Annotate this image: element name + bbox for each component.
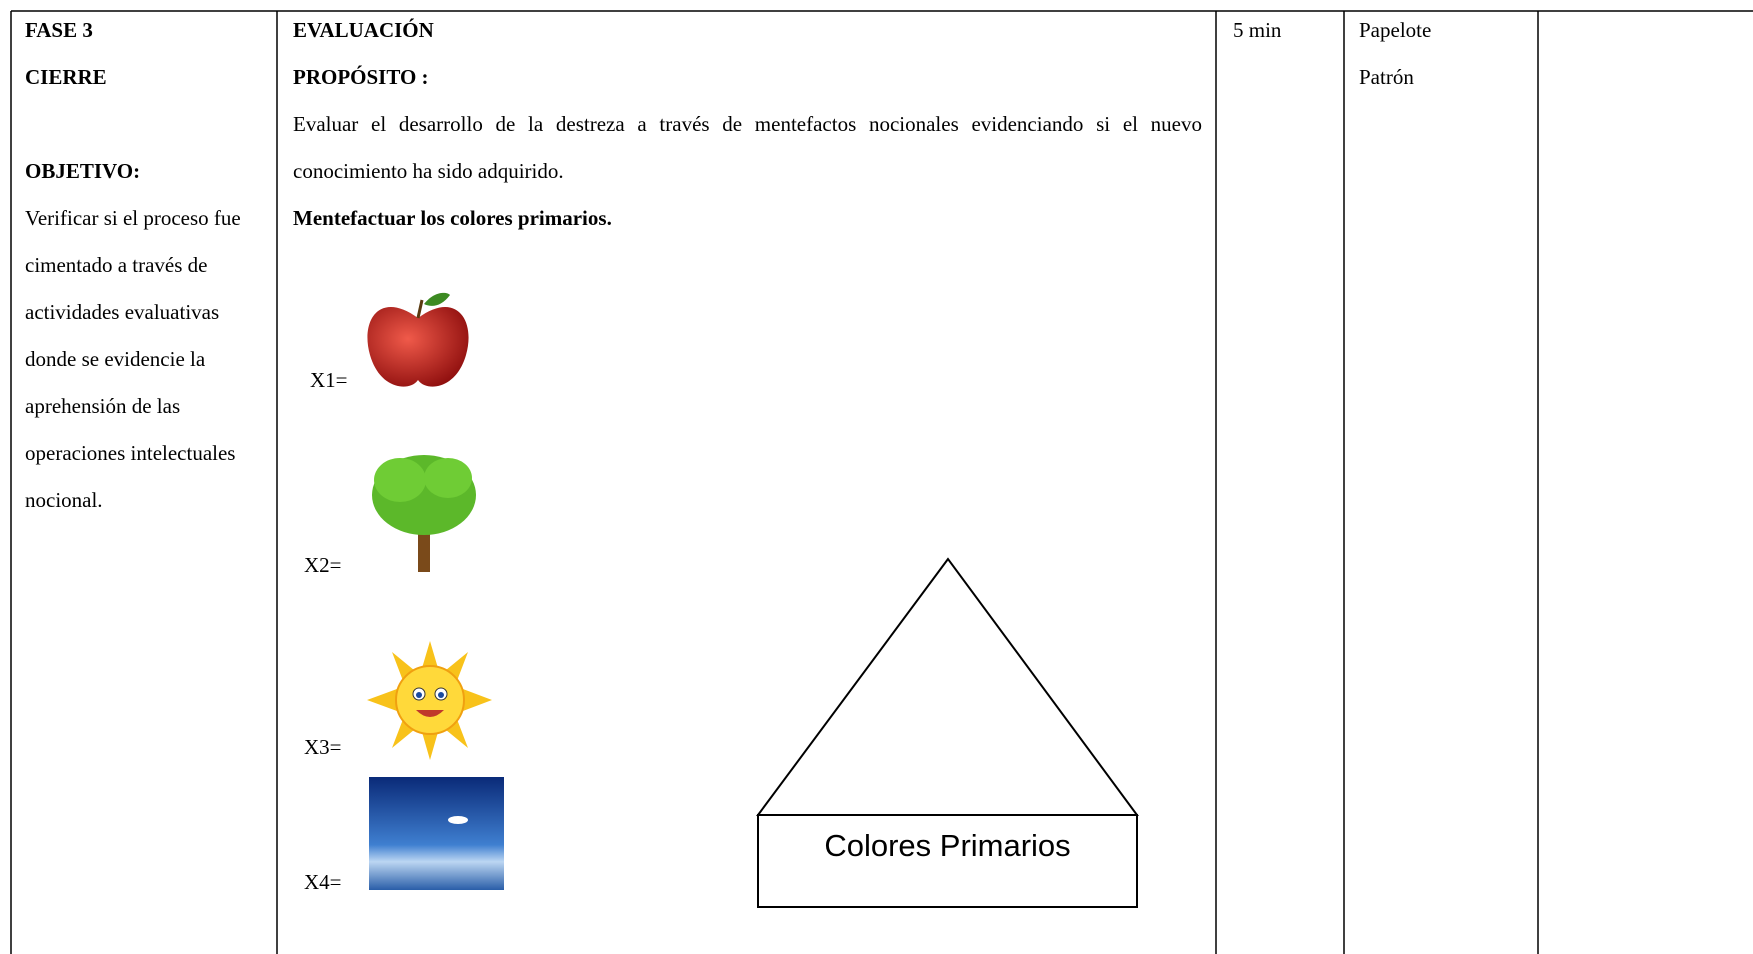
resource: Patrón (1359, 65, 1414, 89)
purpose-text: Evaluar el desarrollo de la destreza a t… (293, 112, 1202, 183)
task: Mentefactuar los colores primarios. (293, 206, 612, 230)
purpose-label: PROPÓSITO : (293, 65, 429, 89)
diagram-label: Colores Primarios (824, 828, 1071, 863)
sun-image (367, 641, 492, 760)
sky-image (369, 777, 504, 890)
item-label: X4= (304, 870, 342, 894)
phase-title: FASE 3 (25, 18, 93, 42)
table-borders (10, 10, 1753, 954)
item-label: X1= (310, 368, 348, 392)
apple-image (367, 292, 469, 387)
objective-text: Verificar si el proceso fue cimentado a … (25, 206, 241, 512)
tree-image (372, 455, 476, 572)
item-label: X3= (304, 735, 342, 759)
resource: Papelote (1359, 18, 1432, 42)
mentefacto (756, 557, 1139, 908)
time: 5 min (1233, 18, 1282, 42)
item-label: X2= (304, 553, 342, 577)
phase-name: CIERRE (25, 65, 107, 89)
objective-label: OBJETIVO: (25, 159, 141, 183)
section-title: EVALUACIÓN (293, 18, 434, 42)
